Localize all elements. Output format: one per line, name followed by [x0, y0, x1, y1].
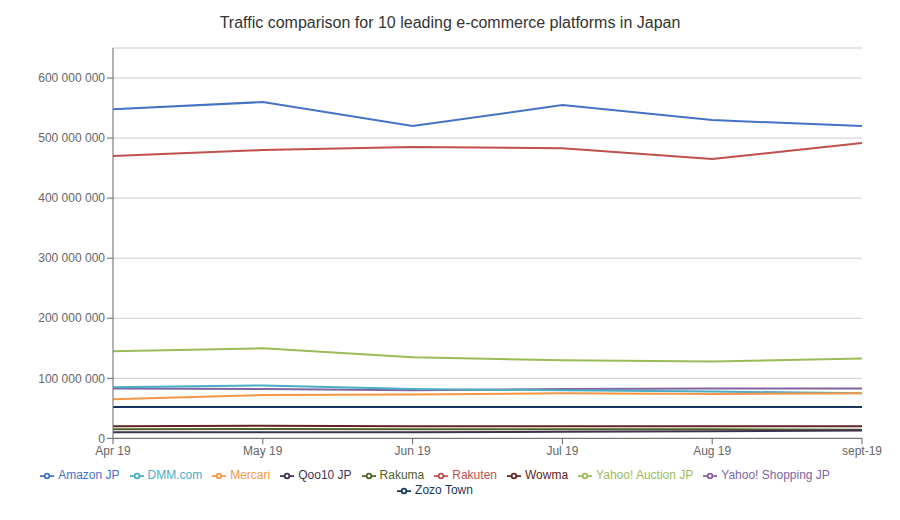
svg-text:Jul 19: Jul 19 — [546, 444, 578, 458]
html-text:Amazon JP: Amazon JP — [58, 468, 120, 483]
svg-text:May 19: May 19 — [243, 444, 283, 458]
svg-text:Aug 19: Aug 19 — [693, 444, 731, 458]
svg-text:100 000 000: 100 000 000 — [38, 372, 105, 386]
svg-text:300 000 000: 300 000 000 — [38, 251, 105, 265]
html-text:Qoo10 JP: Qoo10 JP — [298, 468, 352, 483]
svg-text:0: 0 — [98, 432, 105, 446]
svg-text:Jun 19: Jun 19 — [395, 444, 431, 458]
svg-text:500 000 000: 500 000 000 — [38, 131, 105, 145]
html-text:Rakuten: Rakuten — [452, 468, 497, 483]
html-text:DMM.com: DMM.com — [147, 468, 203, 483]
html-text:Rakuma: Rakuma — [379, 468, 425, 483]
svg-text:sept-19: sept-19 — [842, 444, 882, 458]
html-text:Zozo Town: Zozo Town — [415, 483, 473, 498]
svg-text:Apr 19: Apr 19 — [95, 444, 131, 458]
html-text:Traffic comparison for 10 lead: Traffic comparison for 10 leading e-comm… — [219, 14, 681, 31]
html-text:Mercari: Mercari — [230, 468, 271, 483]
svg-text:600 000 000: 600 000 000 — [38, 71, 105, 85]
svg-text:400 000 000: 400 000 000 — [38, 191, 105, 205]
html-text:Yahoo! Shopping JP: Yahoo! Shopping JP — [721, 468, 830, 483]
svg-text:200 000 000: 200 000 000 — [38, 311, 105, 325]
html-text:Yahoo! Auction JP: Yahoo! Auction JP — [596, 468, 694, 483]
html-text:Wowma: Wowma — [525, 468, 569, 483]
